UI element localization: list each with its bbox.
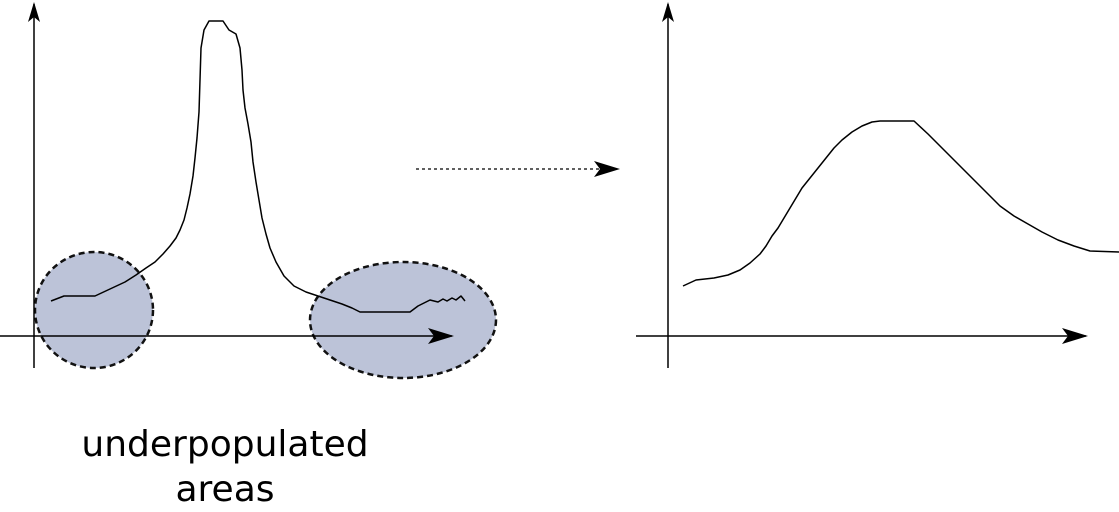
left-underpopulated-region: [35, 252, 153, 368]
underpopulated-areas-caption: underpopulated areas: [60, 422, 390, 512]
caption-line-2: areas: [60, 467, 390, 512]
right-distribution-curve: [683, 121, 1119, 286]
left-panel: [0, 4, 496, 378]
caption-line-1: underpopulated: [60, 422, 390, 467]
right-underpopulated-region: [310, 262, 496, 378]
right-panel: [636, 4, 1119, 368]
